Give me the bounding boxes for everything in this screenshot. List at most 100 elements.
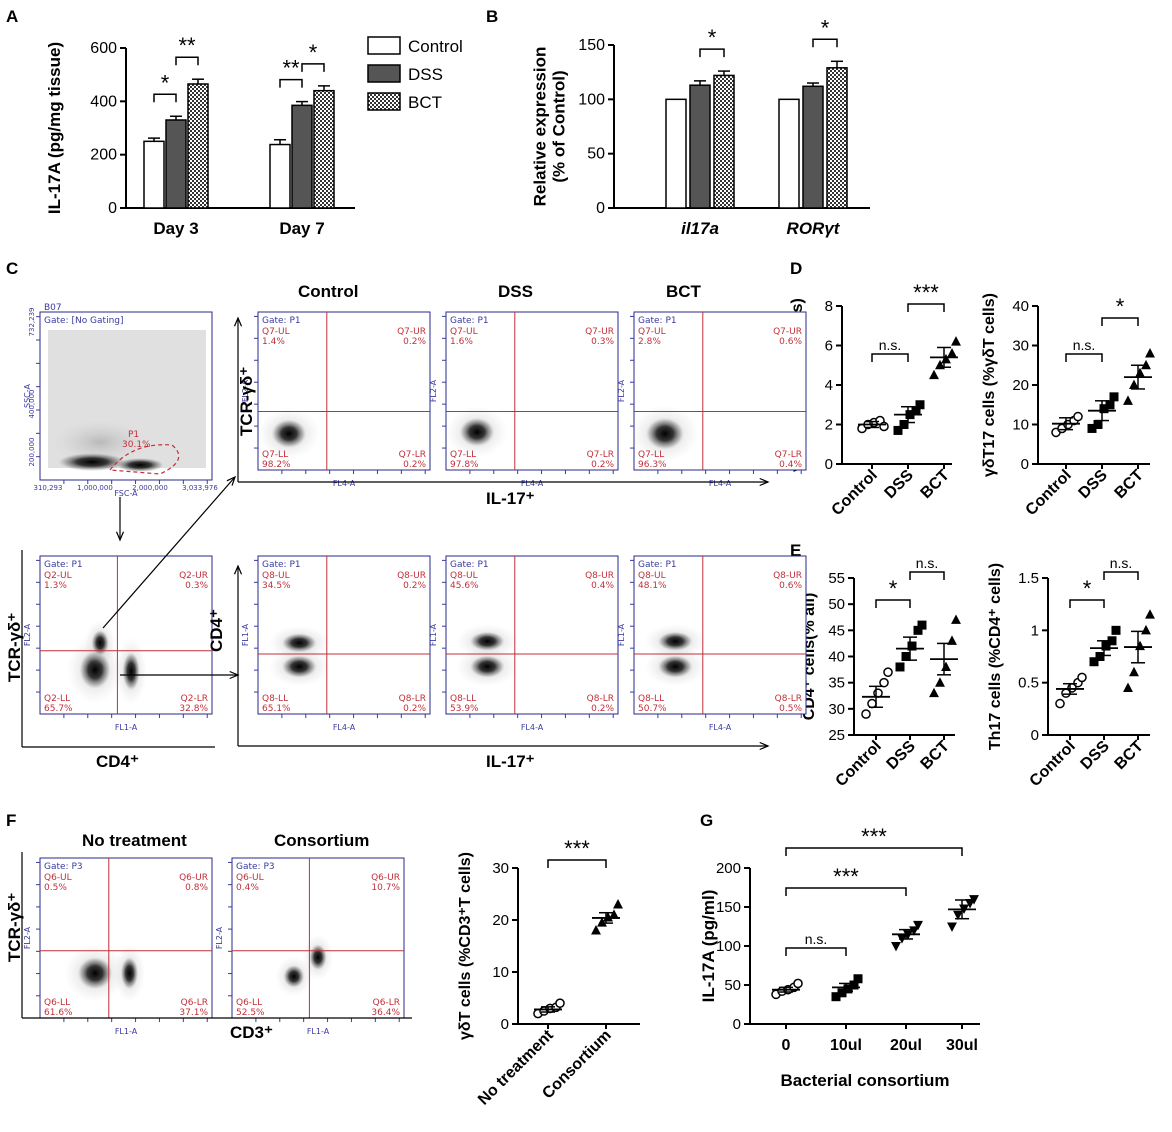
axis-arrows-q6: [21, 852, 412, 1019]
x-tick-label: RORγt: [787, 219, 841, 238]
panel-label-c: C: [6, 259, 18, 278]
quadrant-ll-pct: 65.7%: [44, 704, 73, 714]
gate-label: Gate: P1: [450, 560, 489, 570]
significance-bracket: [699, 48, 725, 58]
y-tick-label: 0: [825, 456, 833, 473]
quadrant-ul-pct: 1.6%: [450, 337, 473, 347]
y-tick-label: 8: [825, 298, 833, 315]
bar-control: [143, 140, 165, 209]
panel-label-g: G: [700, 811, 713, 830]
density-cluster: [116, 458, 164, 472]
y-tick-label: 10: [492, 964, 509, 981]
data-point: [1123, 395, 1133, 405]
data-point: [915, 400, 925, 410]
data-point: [591, 925, 601, 935]
quadrant-ul-name: Q6-UL: [236, 873, 264, 883]
y-tick-label: 30: [828, 701, 845, 718]
x-tick-label: Control: [829, 467, 881, 519]
y-tick-label: 50: [724, 977, 741, 994]
axis-arrows-q7: [237, 318, 768, 483]
density-cluster: [658, 655, 693, 678]
quadrant-ul-pct: 1.4%: [262, 337, 285, 347]
gate-label: Gate: P1: [638, 316, 677, 326]
quadrant-ur-name: Q2-UR: [179, 571, 208, 581]
significance-bracket: [279, 78, 303, 88]
y-tick-label: 55: [828, 570, 845, 587]
density-cluster: [646, 417, 684, 450]
quadrant-lr-name: Q8-LR: [587, 694, 614, 704]
quadrant-ll-name: Q8-LL: [638, 694, 664, 704]
x-tick-label: 0: [782, 1037, 791, 1054]
quadrant-ll-pct: 53.9%: [450, 704, 479, 714]
significance-bracket: [153, 93, 177, 103]
y-tick-label: 150: [716, 899, 741, 916]
significance-bracket: [547, 859, 607, 868]
significance-label: *: [708, 25, 717, 50]
bar-control: [665, 98, 687, 209]
gate-label: Gate: P1: [450, 316, 489, 326]
density-cluster: [77, 957, 113, 990]
data-point: [837, 988, 847, 998]
data-point: [1135, 640, 1145, 651]
flow-title-control: Control: [298, 282, 358, 301]
data-point: [893, 425, 903, 435]
bar-dss: [802, 85, 824, 209]
data-point: [895, 662, 905, 672]
y-tick-label: 0.5: [1018, 675, 1039, 692]
significance-bracket: [301, 63, 325, 72]
quadrant-lr-pct: 36.4%: [371, 1008, 400, 1018]
quadrant-ul-name: Q7-UL: [450, 327, 478, 337]
data-point: [879, 677, 889, 688]
quadrant-lr-name: Q8-LR: [775, 694, 802, 704]
arrow-head: [115, 531, 125, 542]
gate-label: Gate: P3: [236, 862, 275, 872]
panel-label-f: F: [6, 811, 16, 830]
quadrant-lr-pct: 0.4%: [779, 460, 802, 470]
y-tick-label: 400,000: [28, 390, 36, 419]
flow-xlabel-il17-top: IL-17⁺: [486, 489, 535, 508]
quadrant-ur-pct: 0.6%: [779, 581, 802, 591]
density-cluster: [271, 419, 307, 448]
y-axis-label: γδT cells (%CD3⁺T cells): [457, 852, 474, 1040]
x-tick-label: 1,000,000: [77, 484, 113, 492]
data-point: [913, 625, 923, 635]
arrow-q2-to-q7: [102, 476, 236, 629]
quadrant-ul-pct: 0.5%: [44, 883, 67, 893]
legend: Control DSS BCT: [367, 36, 463, 112]
quadrant-ur-pct: 0.2%: [403, 581, 426, 591]
y-tick-label: 0: [108, 200, 117, 217]
density-cluster: [459, 417, 495, 447]
legend-swatch-dss: [367, 64, 401, 83]
y-tick-label: 6: [825, 338, 833, 355]
quadrant-ll-name: Q2-LL: [44, 694, 70, 704]
bar-dss: [689, 84, 711, 209]
y-tick-label: 200,000: [28, 438, 36, 467]
data-point: [843, 984, 853, 994]
x-axis-label: Bacterial consortium: [780, 1071, 949, 1090]
y-tick-label: 0: [733, 1016, 741, 1033]
axis-arrows-q2: [21, 550, 215, 748]
y-tick-label: 0: [1021, 456, 1029, 473]
data-point: [1093, 420, 1103, 429]
flow-xlabel-cd3: CD3⁺: [230, 1023, 273, 1042]
x-channel-label: FL1-A: [115, 1027, 138, 1036]
y-tick-label: 1: [1031, 622, 1039, 639]
data-point: [1129, 379, 1139, 390]
gate-label: Gate: P1: [638, 560, 677, 570]
y-axis-label-line: IL-17A (pg/ml): [699, 890, 718, 1003]
quadrant-ul-pct: 0.4%: [236, 883, 259, 893]
data-point: [969, 895, 979, 905]
y-channel-label: FL1-A: [429, 623, 438, 646]
significance-bracket: [907, 303, 945, 312]
significance-label: ***: [564, 836, 590, 861]
significance-label: ***: [861, 824, 887, 849]
y-channel-label: FL1-A: [617, 623, 626, 646]
quadrant-ll-name: Q7-LL: [638, 450, 664, 460]
y-tick-label: 40: [1012, 298, 1029, 315]
gate-p1-pct: 30.1%: [122, 440, 151, 450]
data-point: [891, 941, 901, 952]
data-point: [1089, 657, 1099, 667]
